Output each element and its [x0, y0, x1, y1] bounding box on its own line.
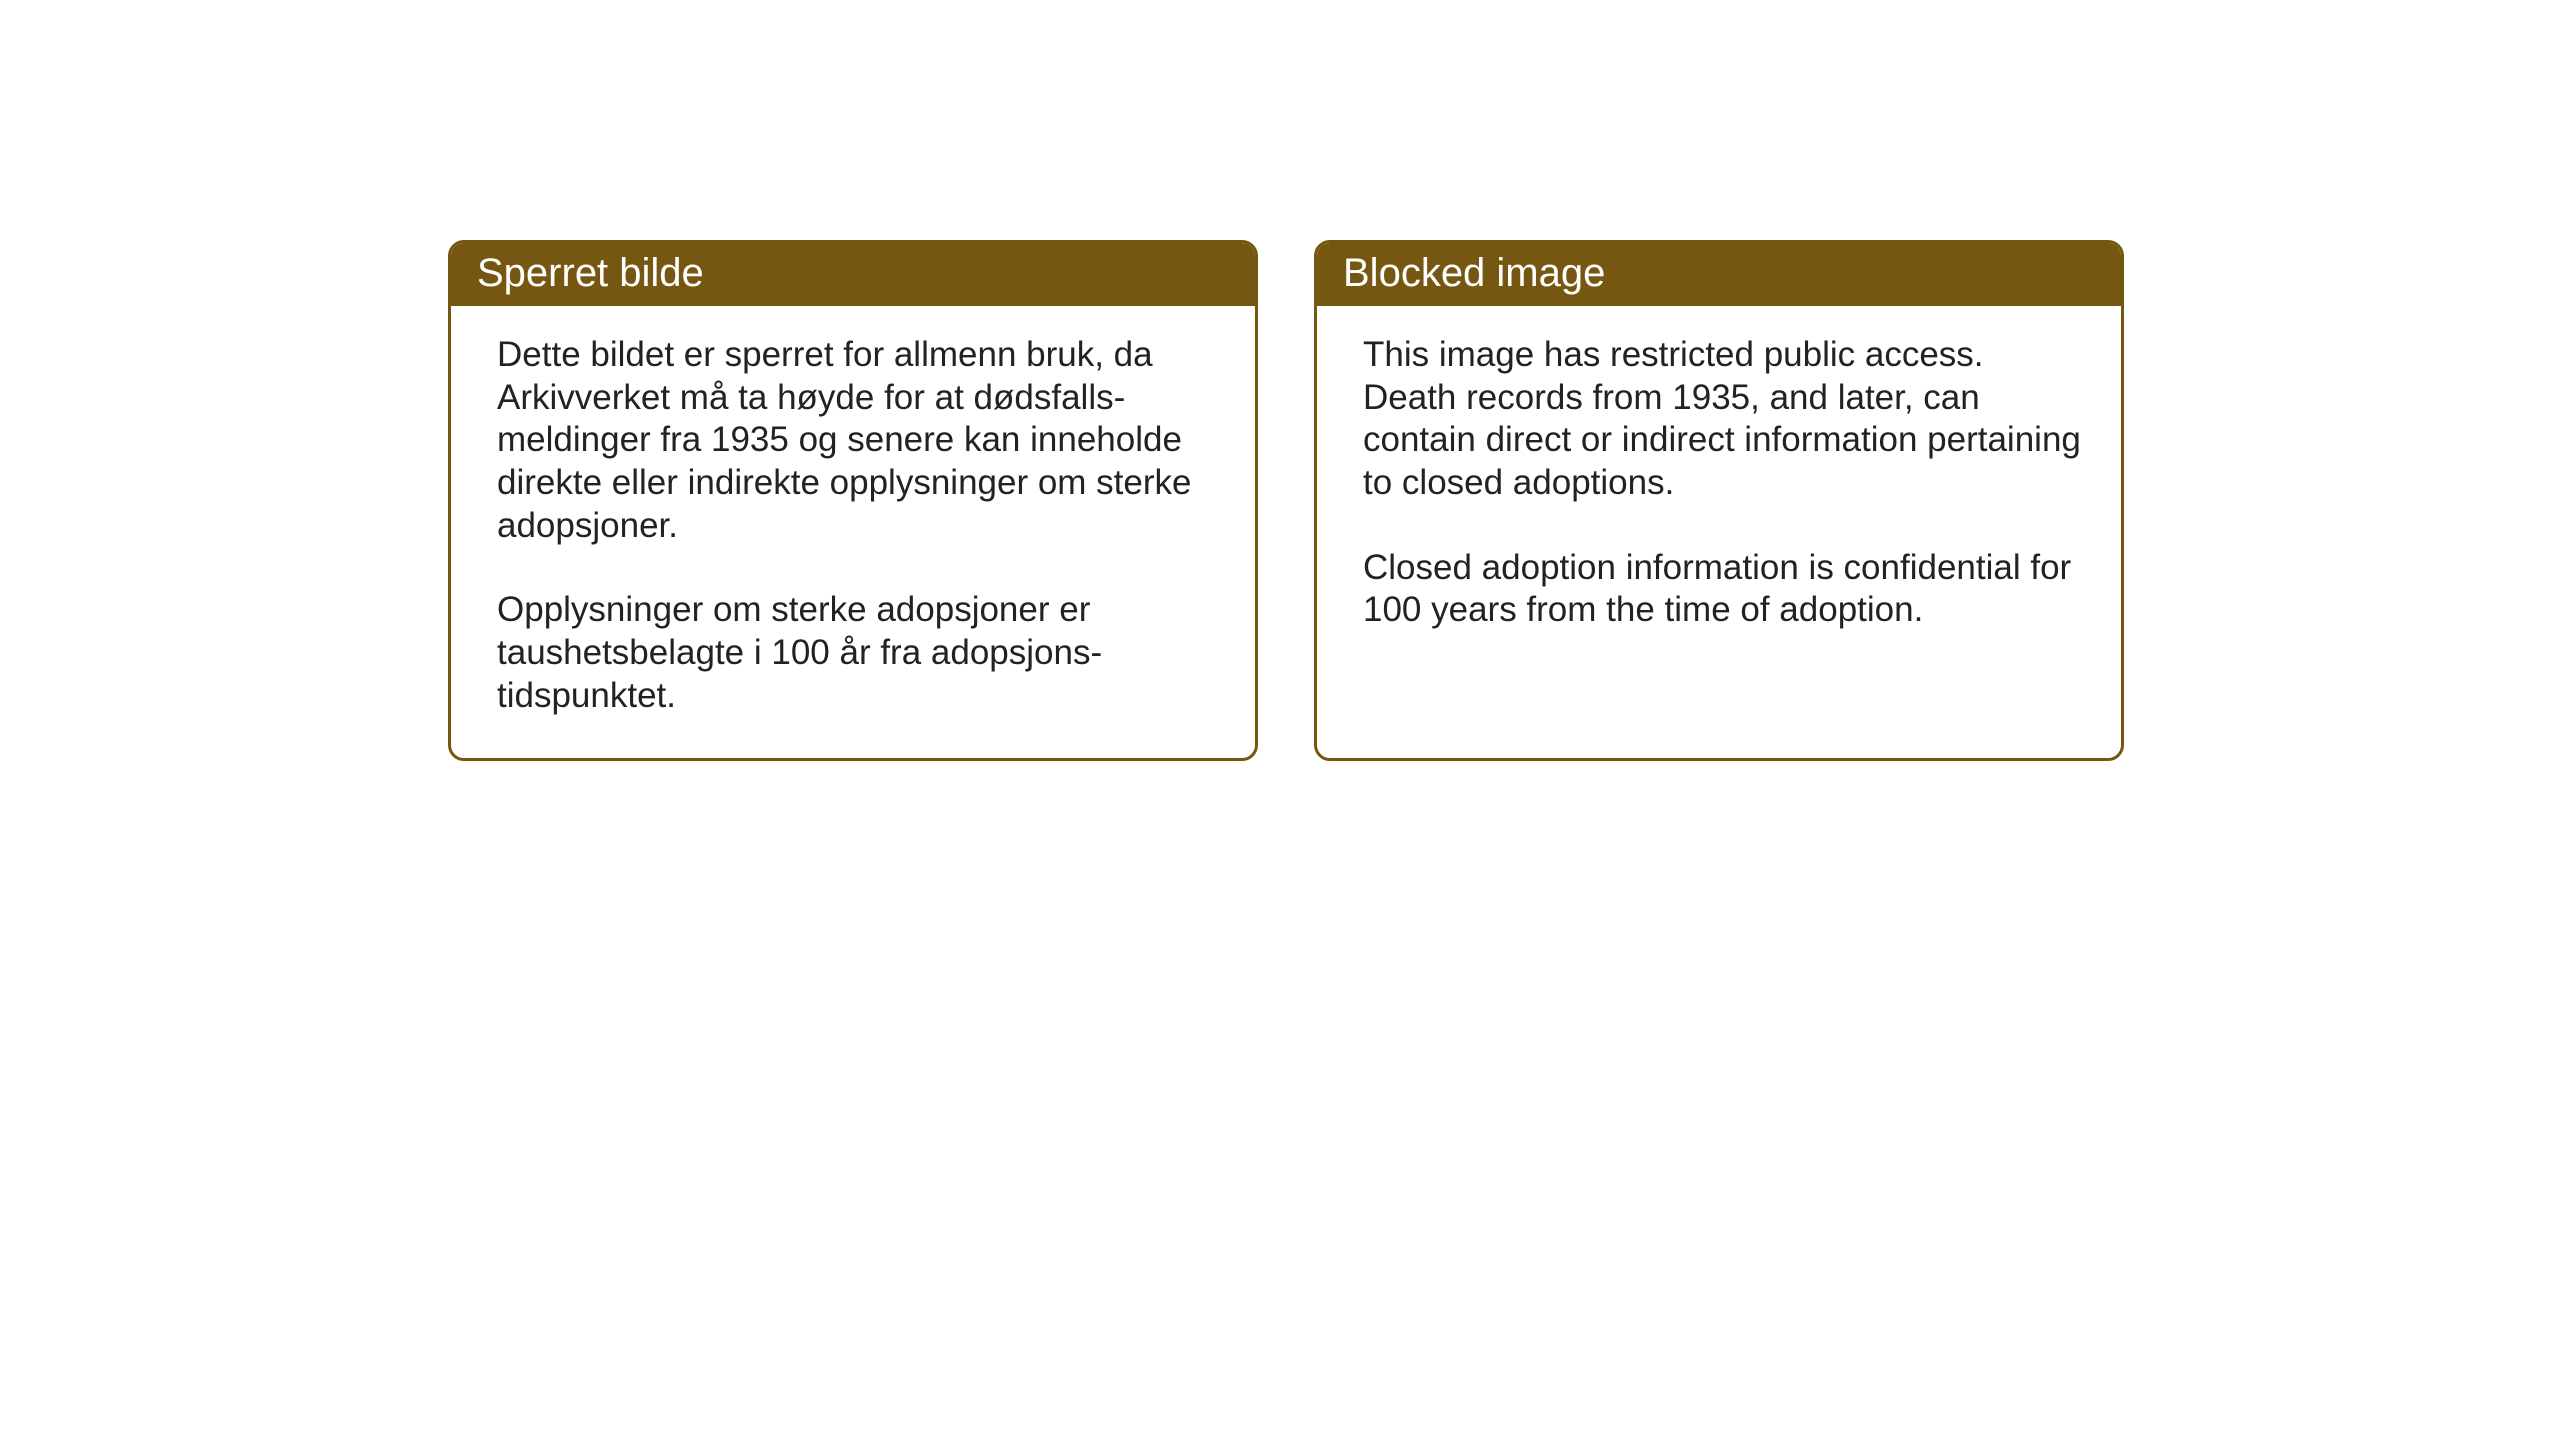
notice-paragraph: Opplysninger om sterke adopsjoner er tau…: [497, 589, 1215, 717]
notice-body-norwegian: Dette bildet er sperret for allmenn bruk…: [451, 306, 1255, 758]
notice-header-english: Blocked image: [1317, 243, 2121, 306]
notice-body-english: This image has restricted public access.…: [1317, 306, 2121, 672]
notice-header-norwegian: Sperret bilde: [451, 243, 1255, 306]
notice-container: Sperret bilde Dette bildet er sperret fo…: [448, 240, 2124, 761]
notice-paragraph: Dette bildet er sperret for allmenn bruk…: [497, 334, 1215, 547]
notice-box-norwegian: Sperret bilde Dette bildet er sperret fo…: [448, 240, 1258, 761]
notice-paragraph: This image has restricted public access.…: [1363, 334, 2081, 505]
notice-box-english: Blocked image This image has restricted …: [1314, 240, 2124, 761]
notice-paragraph: Closed adoption information is confident…: [1363, 547, 2081, 632]
